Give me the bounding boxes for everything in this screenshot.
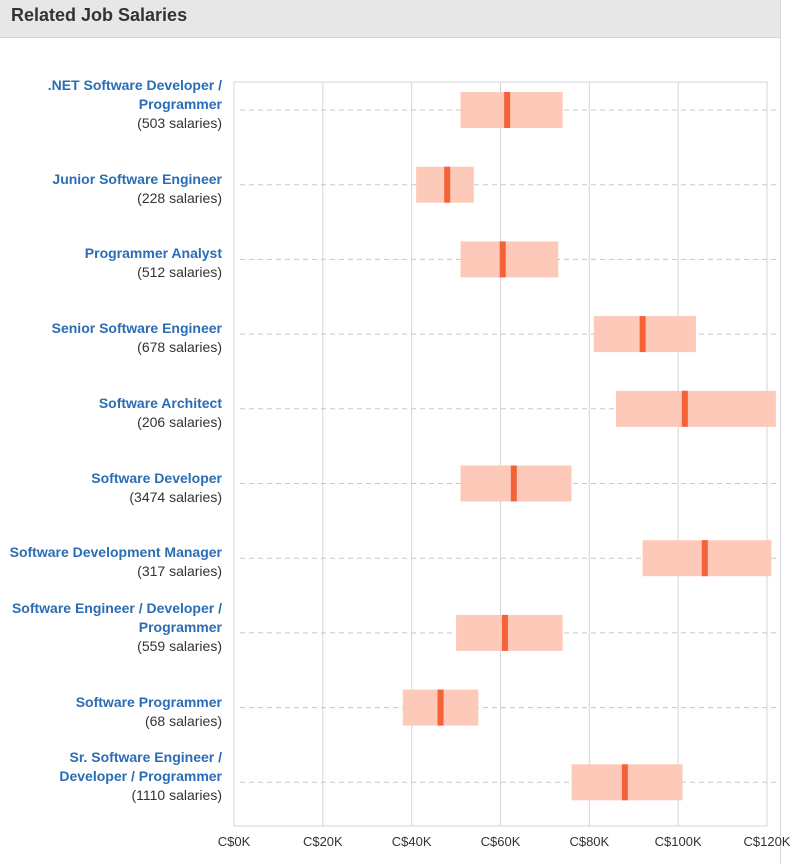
job-label: Software Architect (206 salaries) — [7, 394, 222, 432]
median-salary-marker — [444, 166, 451, 203]
x-tick-label: C$60K — [480, 834, 521, 849]
median-salary-marker — [701, 540, 708, 577]
salary-count: (1110 salaries) — [131, 787, 222, 804]
median-salary-marker — [437, 689, 444, 726]
job-label: Senior Software Engineer (678 salaries) — [7, 319, 222, 357]
salary-range-bar — [460, 92, 563, 128]
job-title-link[interactable]: Programmer Analyst — [84, 245, 222, 262]
median-salary-marker — [499, 241, 506, 278]
salary-count: (68 salaries) — [144, 712, 222, 729]
x-tick-label: C$0K — [217, 834, 251, 849]
panel-border — [780, 0, 781, 864]
median-salary-marker — [510, 465, 517, 502]
job-title-link[interactable]: .NET Software Developer / Programmer — [47, 77, 222, 112]
x-tick-label: C$20K — [302, 834, 343, 849]
salary-range-bar — [456, 614, 563, 651]
section-title: Related Job Salaries — [11, 5, 188, 25]
x-tick-label: C$80K — [569, 834, 610, 849]
job-label: .NET Software Developer / Programmer (503… — [7, 76, 222, 133]
job-label: Sr. Software Engineer / Developer / Prog… — [7, 748, 222, 805]
job-label: Programmer Analyst (512 salaries) — [7, 244, 222, 282]
job-label: Software Developer (3474 salaries) — [7, 469, 222, 507]
salary-range-bar — [615, 390, 776, 427]
job-title-link[interactable]: Sr. Software Engineer / Developer / Prog… — [59, 749, 222, 785]
job-label: Software Programmer (68 salaries) — [7, 693, 222, 731]
salary-count: (559 salaries) — [137, 637, 222, 654]
salary-count: (3474 salaries) — [129, 488, 222, 505]
job-title-link[interactable]: Software Architect — [98, 394, 222, 411]
job-label: Software Development Manager (317 salarie… — [7, 543, 222, 581]
job-title-link[interactable]: Software Developer — [91, 469, 222, 486]
x-tick-label: C$100K — [654, 834, 702, 849]
salary-range-bar — [460, 241, 559, 278]
job-label: Junior Software Engineer (228 salaries) — [7, 170, 222, 208]
x-tick-label: C$120K — [743, 834, 791, 849]
salary-count: (206 salaries) — [137, 413, 222, 430]
job-title-link[interactable]: Senior Software Engineer — [51, 320, 222, 337]
median-salary-marker — [501, 614, 508, 651]
salary-count: (503 salaries) — [137, 115, 222, 131]
job-title-link[interactable]: Software Programmer — [75, 693, 222, 710]
median-salary-marker — [681, 390, 688, 427]
job-label: Software Engineer / Developer / Programm… — [7, 599, 222, 656]
median-salary-marker — [504, 92, 511, 128]
job-title-link[interactable]: Junior Software Engineer — [52, 170, 222, 187]
salary-count: (317 salaries) — [137, 563, 222, 580]
salary-count: (228 salaries) — [137, 189, 222, 206]
section-header: Related Job Salaries — [0, 0, 780, 38]
x-tick-label: C$40K — [391, 834, 432, 849]
job-title-link[interactable]: Software Engineer / Developer / Programm… — [11, 599, 222, 635]
salary-count: (678 salaries) — [137, 339, 222, 356]
median-salary-marker — [621, 764, 628, 801]
median-salary-marker — [639, 316, 646, 353]
salary-count: (512 salaries) — [137, 264, 222, 281]
job-title-link[interactable]: Software Development Manager — [9, 544, 222, 561]
